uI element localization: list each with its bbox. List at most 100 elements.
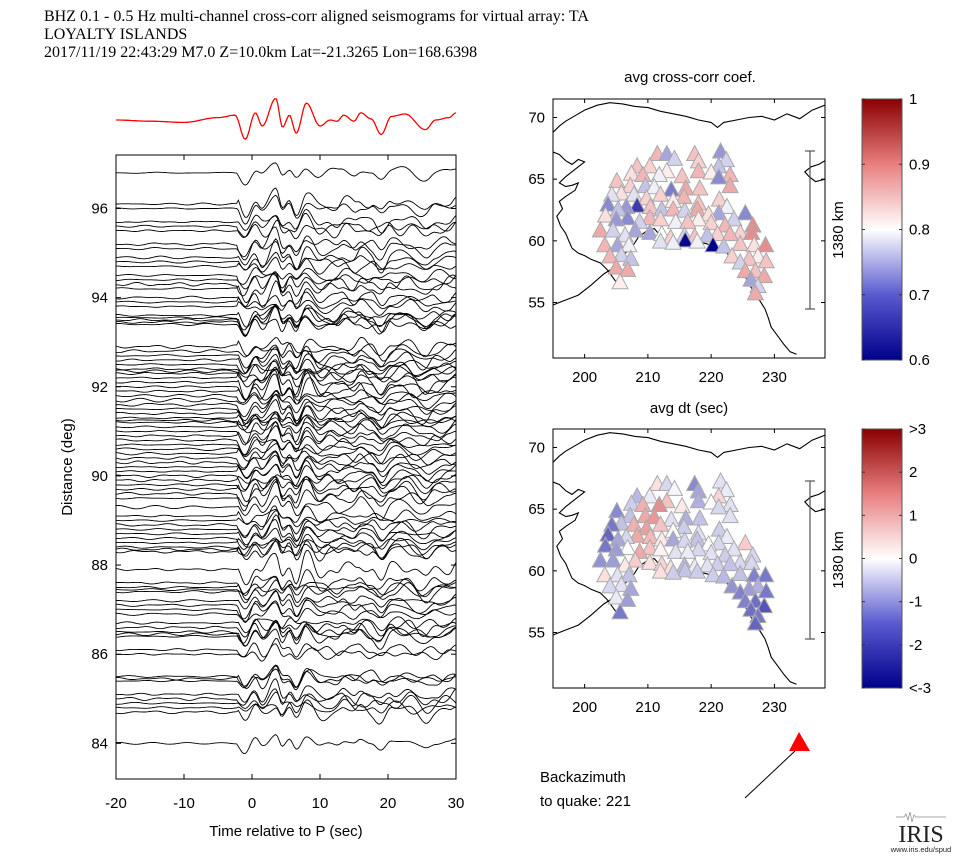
station-triangle-icon xyxy=(725,209,743,227)
x-tick-label: 30 xyxy=(448,795,465,812)
station-triangle-icon xyxy=(746,283,765,301)
station-triangle-icon xyxy=(604,220,622,238)
colorbar-tick-label: <-3 xyxy=(909,680,931,697)
x-tick-label: 200 xyxy=(572,369,597,386)
map2-frame xyxy=(552,428,826,689)
station-triangle-icon xyxy=(601,576,619,594)
x-tick-label: 210 xyxy=(635,369,660,386)
station-triangle-icon xyxy=(723,576,741,594)
station-triangle-icon xyxy=(721,506,739,524)
colorbar-tick-label: 1 xyxy=(909,507,917,524)
seismogram-trace xyxy=(116,514,456,542)
scale-bar-label: 1380 km xyxy=(830,201,847,259)
station-triangle-icon xyxy=(651,562,670,579)
seismogram-trace xyxy=(116,358,456,379)
station-triangle-icon xyxy=(678,212,697,229)
station-triangle-icon xyxy=(698,225,717,243)
seismogram-trace xyxy=(116,526,456,550)
seismogram-trace xyxy=(116,366,456,401)
y-tick-label: 94 xyxy=(91,290,108,307)
seismogram-trace xyxy=(116,459,456,484)
y-tick-label: 90 xyxy=(91,468,108,485)
seismogram-trace xyxy=(116,691,456,714)
seismogram-trace xyxy=(116,370,456,401)
iris-logo-text: IRIS xyxy=(898,822,943,848)
station-triangle-icon xyxy=(651,209,670,227)
map2-scale-bar: 1380 km xyxy=(805,480,847,640)
colorbar1 xyxy=(861,98,903,361)
station-triangle-icon xyxy=(626,220,645,238)
seismogram-trace xyxy=(116,602,456,623)
scale-bar-label: 1380 km xyxy=(830,531,847,589)
station-triangle-icon xyxy=(651,515,670,532)
seismogram-trace xyxy=(116,421,456,456)
y-tick-label: 55 xyxy=(528,295,545,312)
station-triangle-icon xyxy=(607,539,626,557)
seismogram-trace xyxy=(116,373,456,405)
seismogram-trace xyxy=(116,599,456,620)
station-triangle-icon xyxy=(625,515,643,532)
seismogram-trace xyxy=(116,643,456,662)
seismogram-trace xyxy=(116,451,456,473)
station-triangle-icon xyxy=(740,579,758,596)
station-triangle-icon xyxy=(664,529,683,547)
station-triangle-icon xyxy=(640,223,659,240)
station-triangle-icon xyxy=(621,579,640,596)
station-triangle-icon xyxy=(618,538,637,556)
colorbar-tick-label: 2 xyxy=(909,464,917,481)
station-triangle-icon xyxy=(611,272,629,290)
station-triangle-icon xyxy=(756,565,775,583)
seismogram-trace xyxy=(116,387,456,405)
station-triangle-icon xyxy=(611,602,629,620)
station-triangle-icon xyxy=(596,235,614,253)
coastline-segment xyxy=(553,102,825,133)
seismogram-trace xyxy=(116,510,456,528)
seismogram-trace xyxy=(116,439,456,465)
seismogram-trace xyxy=(116,699,456,725)
seismogram-trace xyxy=(116,533,456,559)
seismogram-trace xyxy=(116,271,456,303)
seismogram-trace xyxy=(116,280,456,310)
x-tick-label: 10 xyxy=(312,795,329,812)
station-triangle-icon xyxy=(612,575,631,593)
x-tick-label: 220 xyxy=(699,699,724,716)
x-tick-label: 210 xyxy=(635,699,660,716)
seismogram-trace xyxy=(116,194,456,225)
station-triangle-icon xyxy=(640,553,659,570)
seismogram-trace xyxy=(116,306,456,328)
station-triangle-icon xyxy=(676,230,695,248)
station-triangle-icon xyxy=(736,533,755,551)
station-triangle-icon xyxy=(604,550,622,568)
x-tick-label: 200 xyxy=(572,699,597,716)
colorbar1-ticks: 0.6 0.7 0.8 0.9 1 xyxy=(862,91,930,369)
backazimuth-value: to quake: 221 xyxy=(540,793,631,810)
seismogram-trace xyxy=(116,668,456,689)
seismogram-trace xyxy=(116,474,456,490)
record-section-frame xyxy=(115,154,457,780)
seismogram-trace xyxy=(116,345,456,374)
seismogram-trace xyxy=(116,405,456,429)
station-triangle-icon xyxy=(717,480,736,498)
seismogram-trace xyxy=(116,495,456,521)
seismogram-trace xyxy=(116,582,456,598)
x-tick-label: 20 xyxy=(380,795,397,812)
station-triangle-icon xyxy=(665,149,684,166)
station-triangle-icon xyxy=(721,176,739,194)
station-triangle-icon xyxy=(675,201,694,218)
record-section-xlabel: Time relative to P (sec) xyxy=(209,823,362,840)
station-triangle-icon xyxy=(678,542,697,559)
iris-url[interactable]: www.iris.edu/spud xyxy=(890,845,951,854)
iris-logo[interactable]: IRIS www.iris.edu/spud xyxy=(890,811,951,854)
station-triangle-icon xyxy=(673,496,691,514)
seismogram-trace xyxy=(116,272,456,290)
station-triangle-icon xyxy=(746,613,765,631)
station-triangle-icon xyxy=(725,539,743,557)
station-triangle-icon xyxy=(702,213,720,231)
seismogram-trace xyxy=(116,392,456,410)
station-triangle-icon xyxy=(601,246,619,264)
seismogram-trace xyxy=(116,519,456,546)
seismogram-trace xyxy=(116,298,456,316)
colorbar-tick-label: 0 xyxy=(909,551,917,568)
seismogram-trace xyxy=(116,267,456,285)
seismogram-trace xyxy=(116,664,456,688)
